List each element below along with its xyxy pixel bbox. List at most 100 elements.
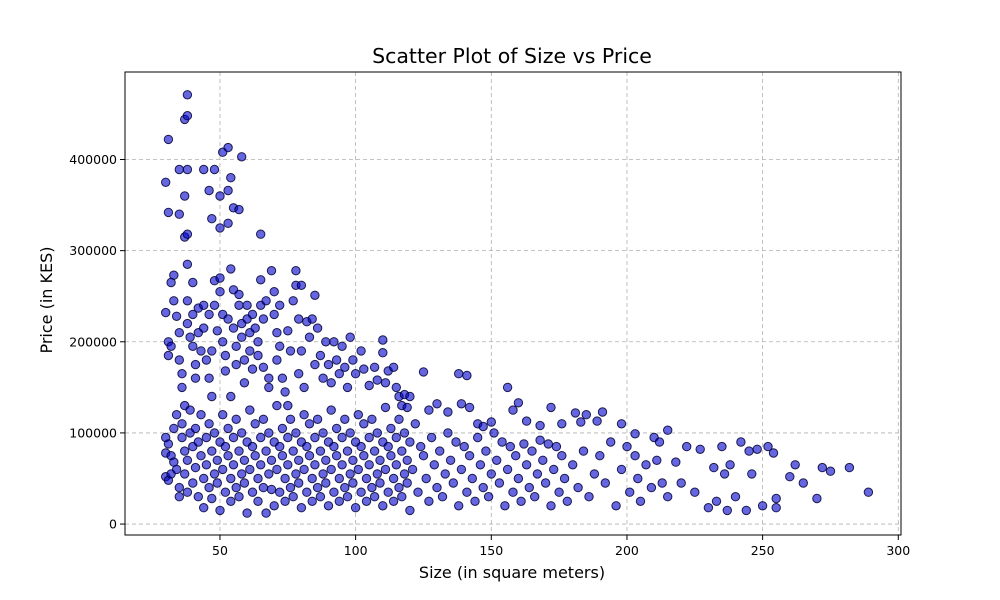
scatter-point — [546, 501, 556, 511]
scatter-point — [353, 464, 363, 475]
scatter-point — [326, 378, 336, 388]
scatter-point — [163, 207, 174, 218]
scatter-point — [399, 428, 410, 438]
scatter-point — [798, 478, 808, 488]
scatter-point — [334, 369, 344, 379]
scatter-point — [516, 496, 526, 506]
scatter-point — [511, 451, 521, 461]
scatter-point — [771, 493, 781, 504]
scatter-point — [380, 402, 391, 413]
x-tick-label: 100 — [344, 543, 368, 558]
x-tick-label: 300 — [886, 543, 910, 558]
scatter-point — [215, 287, 225, 297]
scatter-point — [630, 451, 640, 461]
scatter-point — [204, 482, 214, 493]
scatter-point — [462, 370, 472, 381]
scatter-point — [209, 469, 220, 479]
scatter-point — [237, 152, 247, 162]
scatter-point — [570, 408, 581, 418]
scatter-point — [201, 460, 212, 470]
scatter-point — [785, 472, 795, 482]
scatter-point — [752, 444, 762, 454]
scatter-point — [576, 417, 586, 427]
scatter-point — [256, 432, 266, 443]
scatter-point — [215, 273, 225, 283]
scatter-point — [288, 446, 298, 456]
scatter-point — [825, 466, 836, 476]
x-axis-label: Size (in square meters) — [419, 563, 605, 582]
scatter-point — [318, 428, 328, 438]
scatter-point — [220, 366, 231, 376]
scatter-point — [508, 487, 518, 497]
scatter-point — [451, 437, 461, 447]
scatter-point — [294, 478, 304, 488]
scatter-point — [304, 419, 315, 429]
scatter-point — [329, 337, 339, 347]
scatter-point — [337, 341, 347, 351]
scatter-point — [340, 482, 350, 493]
scatter-point — [237, 469, 247, 479]
scatter-point — [641, 460, 651, 470]
scatter-point — [717, 441, 727, 452]
scatter-point — [253, 350, 263, 361]
scatter-point — [616, 419, 627, 429]
scatter-point — [266, 455, 277, 465]
scatter-point — [220, 487, 231, 497]
scatter-point — [234, 300, 244, 310]
scatter-point — [356, 487, 366, 497]
scatter-point — [218, 337, 228, 347]
scatter-point — [611, 501, 621, 511]
scatter-point — [790, 460, 800, 470]
scatter-point — [258, 482, 269, 493]
scatter-point — [711, 496, 722, 506]
scatter-point — [312, 414, 323, 424]
scatter-point — [207, 346, 217, 356]
scatter-point — [527, 446, 537, 456]
scatter-point — [215, 223, 225, 233]
scatter-point — [207, 446, 217, 456]
scatter-point — [454, 369, 464, 379]
scatter-point — [730, 492, 741, 502]
scatter-point — [421, 473, 431, 484]
scatter-point — [345, 332, 355, 342]
scatter-point — [502, 464, 513, 475]
scatter-point — [410, 419, 420, 429]
scatter-point — [223, 142, 233, 153]
scatter-point — [299, 464, 309, 475]
scatter-point — [456, 464, 467, 475]
scatter-point — [369, 362, 380, 372]
scatter-point — [264, 428, 274, 438]
scatter-point — [299, 410, 309, 420]
scatter-point — [239, 378, 250, 388]
scatter-point — [264, 382, 274, 393]
scatter-point — [245, 405, 255, 415]
scatter-point — [323, 501, 334, 511]
scatter-point — [722, 505, 732, 516]
scatter-point — [250, 419, 260, 429]
scatter-point — [250, 323, 260, 333]
scatter-point — [207, 391, 217, 402]
scatter-point — [177, 432, 187, 443]
scatter-point — [359, 451, 369, 461]
scatter-point — [378, 501, 388, 511]
scatter-point — [397, 492, 407, 502]
scatter-point — [388, 473, 399, 484]
scatter-point — [201, 355, 212, 365]
scatter-point — [771, 503, 781, 513]
scatter-point — [391, 432, 401, 443]
scatter-point — [250, 451, 260, 461]
scatter-point — [402, 478, 412, 488]
scatter-point — [356, 346, 366, 356]
scatter-point — [294, 314, 304, 324]
scatter-point — [266, 484, 277, 495]
scatter-point — [747, 469, 757, 479]
scatter-point — [285, 414, 296, 424]
scatter-point — [554, 487, 564, 497]
scatter-point — [350, 503, 361, 513]
scatter-point — [369, 492, 380, 502]
scatter-point — [597, 407, 608, 417]
scatter-point — [215, 505, 225, 516]
scatter-point — [494, 478, 505, 488]
scatter-point — [345, 428, 355, 438]
scatter-point — [315, 446, 326, 456]
